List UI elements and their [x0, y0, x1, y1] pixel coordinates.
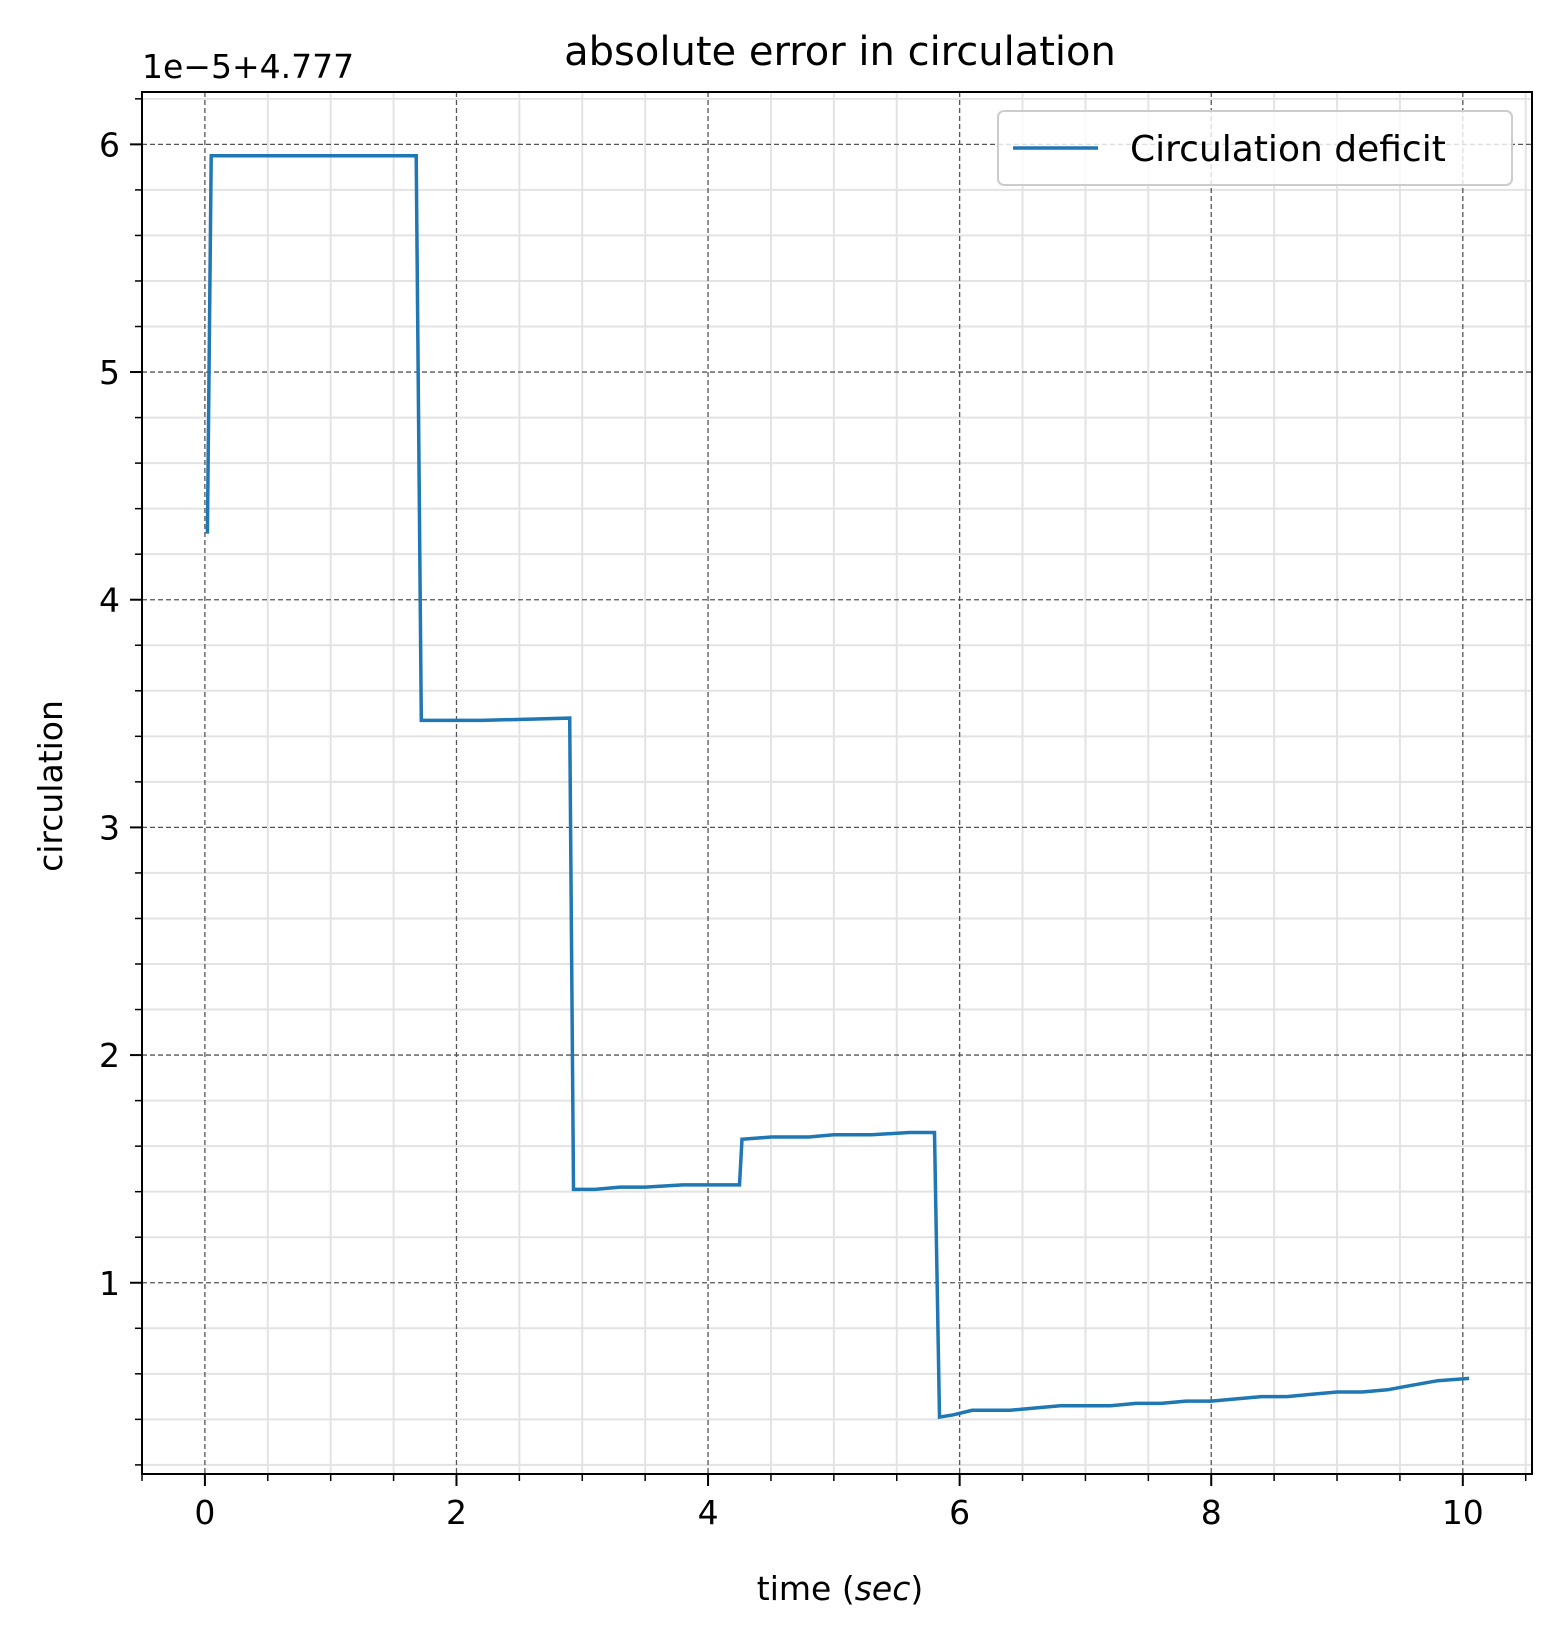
y-tick-label: 4	[99, 581, 120, 620]
y-offset-text: 1e−5+4.777	[142, 47, 354, 86]
y-axis-label: circulation	[31, 700, 70, 872]
x-tick-label: 2	[446, 1493, 467, 1532]
x-axis-label: time (sec)	[757, 1569, 923, 1608]
x-axis-label-prefix: time (	[757, 1569, 855, 1608]
y-tick-label: 6	[99, 125, 120, 164]
x-axis-label-suffix: )	[910, 1569, 923, 1608]
legend-box	[997, 110, 1513, 186]
major-grid	[142, 92, 1532, 1474]
series-line-0	[205, 153, 1470, 1420]
y-axis-tick-labels: 1 2 3 4 5 6	[99, 125, 120, 1302]
y-tick-label: 3	[99, 808, 120, 847]
x-tick-label: 0	[194, 1493, 215, 1532]
plot-frame	[141, 91, 1533, 1475]
minor-grid	[141, 92, 1532, 1474]
x-axis-tick-labels: 0 2 4 6 8 10	[194, 1493, 1483, 1532]
y-tick-label: 5	[99, 353, 120, 392]
x-tick-label: 8	[1201, 1493, 1222, 1532]
x-tick-label: 10	[1442, 1493, 1484, 1532]
legend-label: Circulation deficit	[1130, 129, 1446, 170]
y-tick-label: 2	[99, 1036, 120, 1075]
x-tick-label: 6	[949, 1493, 970, 1532]
series-layer	[205, 153, 1470, 1420]
x-tick-label: 4	[698, 1493, 719, 1532]
legend: Circulation deficit	[997, 110, 1513, 186]
y-tick-label: 1	[99, 1264, 120, 1303]
y-axis-ticks	[130, 98, 142, 1466]
chart-title: absolute error in circulation	[564, 29, 1116, 75]
x-axis-ticks	[141, 1474, 1527, 1486]
x-axis-label-unit: sec	[855, 1569, 911, 1608]
